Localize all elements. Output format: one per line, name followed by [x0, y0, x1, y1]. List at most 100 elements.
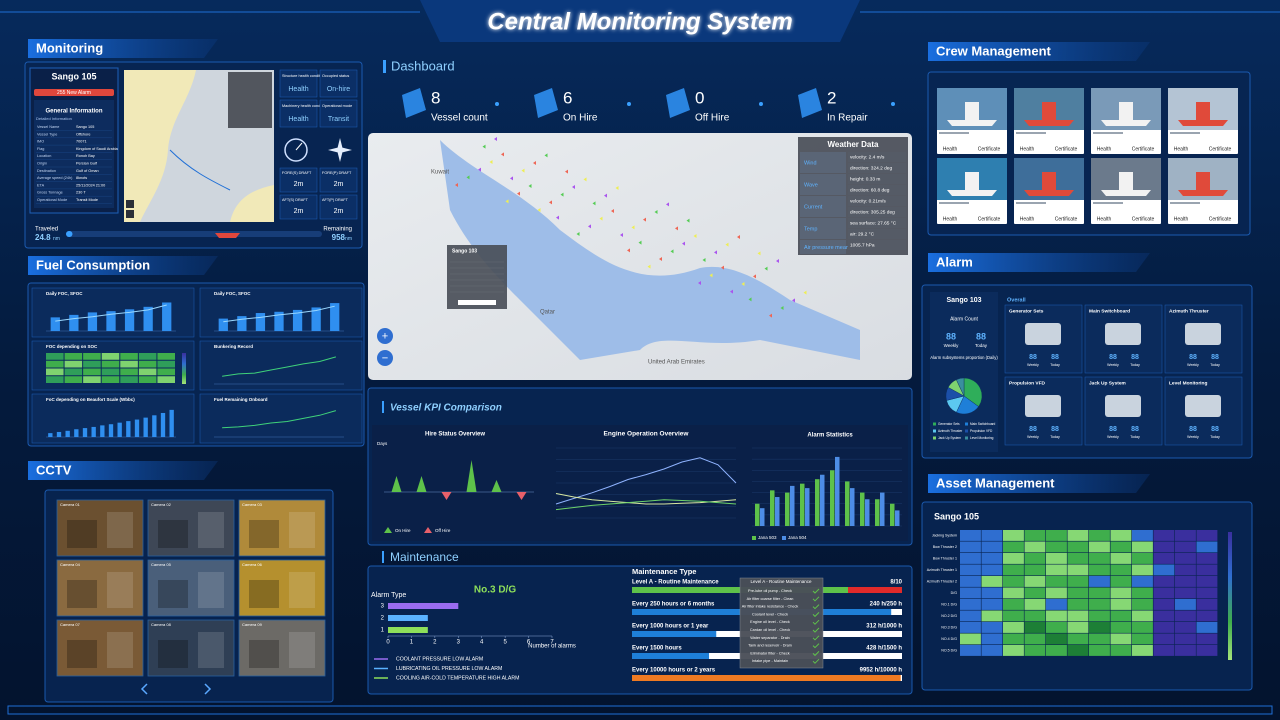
- alarm-bar: [860, 492, 865, 526]
- x-tick-label: 6: [527, 640, 531, 646]
- alarm-summary: [930, 292, 998, 452]
- heat-cell: [1024, 599, 1046, 610]
- system-image: [1185, 323, 1221, 345]
- mini-chart-title: Bunkering Record: [214, 344, 253, 349]
- legend-label: Jana 503: [758, 535, 777, 540]
- check-icon: [812, 612, 820, 618]
- vessel-shape: [947, 102, 997, 126]
- today-label: Today: [1130, 435, 1140, 439]
- legend-label: Off Hire: [435, 528, 451, 533]
- x-tick-label: 2: [433, 640, 437, 646]
- camera-shade: [107, 632, 133, 668]
- row-label: NO.2 D/G: [941, 614, 957, 618]
- vessel-marker: [510, 176, 513, 181]
- heat-cell: [1196, 599, 1218, 610]
- camera-shade: [67, 520, 97, 548]
- info-value: Ronoh Bay: [76, 154, 95, 158]
- info-key: Gross Tonnage: [37, 191, 63, 195]
- checklist-item: Air filter intake resistance - Check: [742, 605, 799, 609]
- camera-feed: [147, 619, 235, 677]
- stat-icon: [798, 88, 822, 118]
- weather-key-cell: [800, 218, 846, 239]
- info-key: Location: [37, 154, 51, 158]
- heat-cell: [1024, 622, 1046, 633]
- bar: [69, 314, 79, 331]
- heat-cell: [1046, 530, 1067, 541]
- heat-cell: [1196, 576, 1218, 587]
- status-label: Machinery health condition: [282, 104, 327, 108]
- checklist-popup: [739, 577, 824, 669]
- heat-cell: [157, 353, 175, 360]
- heat-cell: [1003, 587, 1024, 599]
- info-table: [34, 100, 114, 208]
- heat-cell: [1003, 645, 1024, 656]
- pie-slice: [963, 377, 983, 407]
- legend-label: On Hire: [395, 528, 411, 533]
- line: [223, 305, 335, 323]
- gauge: [284, 138, 308, 162]
- map-label: United Arab Emirates: [648, 360, 705, 366]
- engine-line: [555, 499, 737, 511]
- maintenance-label: Every 10000 hours or 2 years: [632, 668, 716, 674]
- heat-cell: [981, 553, 1003, 564]
- zoom-button[interactable]: [377, 328, 393, 344]
- bar: [48, 433, 53, 437]
- heat-cell: [1046, 599, 1067, 610]
- legend-label: LUBRICATING OIL PRESSURE LOW ALARM: [396, 666, 502, 672]
- title-marker: [382, 551, 384, 563]
- checklist-item: Engine oil level - Check: [750, 620, 790, 624]
- weekly-count: 88: [1189, 426, 1197, 433]
- vessel-marker: [556, 215, 559, 220]
- heat-cell: [1110, 530, 1132, 541]
- legend-swatch: [965, 429, 968, 433]
- checklist-title: Level A - Routine Maintenance: [750, 579, 812, 584]
- weekly-count: 88: [1109, 426, 1117, 433]
- alarm-bar: [388, 603, 459, 609]
- heat-cell: [960, 541, 981, 553]
- hire-marker: [416, 476, 427, 492]
- zoom-button[interactable]: [377, 350, 393, 366]
- weekly-label: Weekly: [1027, 435, 1039, 439]
- heat-cell: [1024, 587, 1046, 599]
- checklist-item: Coolant level - Check: [752, 612, 788, 616]
- bar: [91, 426, 96, 437]
- camera-label: Camera 01: [60, 502, 81, 507]
- info-key: Flag: [37, 147, 44, 151]
- checklist-item: Cardan oil level - Check: [750, 628, 790, 632]
- zoom-label[interactable]: +: [382, 330, 388, 342]
- system-name: Jack Up System: [1089, 380, 1126, 386]
- alarm-count: 255 New Alarm: [57, 90, 91, 96]
- heat-cell: [1132, 633, 1153, 645]
- weather-value: direction: 324.2 deg: [850, 165, 892, 171]
- weekly-label: Weekly: [1187, 363, 1199, 367]
- weather-key-cell: [800, 152, 846, 173]
- draft-card: [279, 167, 318, 193]
- draft-value: 2m: [294, 208, 304, 215]
- alarm-bar: [850, 488, 855, 526]
- vessel-shape: [1024, 172, 1074, 196]
- heat-cell: [1089, 541, 1110, 553]
- weather-key-cell: [800, 240, 846, 254]
- system-image: [1185, 395, 1221, 417]
- weekly-label: Weekly: [1187, 435, 1199, 439]
- camera-feed: [56, 559, 144, 617]
- traveled-label: Traveled: [35, 227, 58, 233]
- crew-caption: [939, 132, 969, 134]
- camera-shade: [107, 512, 133, 548]
- camera-shade: [198, 512, 224, 548]
- zoom-label[interactable]: −: [382, 352, 388, 364]
- vessel-marker: [803, 290, 807, 295]
- checklist-item: Intake pipe - Maintain: [752, 659, 788, 663]
- stat-icon: [402, 88, 426, 118]
- heat-cell: [1196, 622, 1218, 633]
- heat-cell: [1153, 564, 1175, 576]
- alarm-bar: [890, 503, 895, 526]
- title-marker: [382, 401, 384, 413]
- zoom-button: [126, 210, 134, 218]
- alarm-bar: [805, 488, 810, 526]
- heat-cell: [1153, 633, 1175, 645]
- remaining-unit: nm: [345, 236, 352, 242]
- vessel-marker: [611, 209, 614, 213]
- bar: [56, 431, 62, 437]
- y-tick-label: 3: [381, 604, 385, 610]
